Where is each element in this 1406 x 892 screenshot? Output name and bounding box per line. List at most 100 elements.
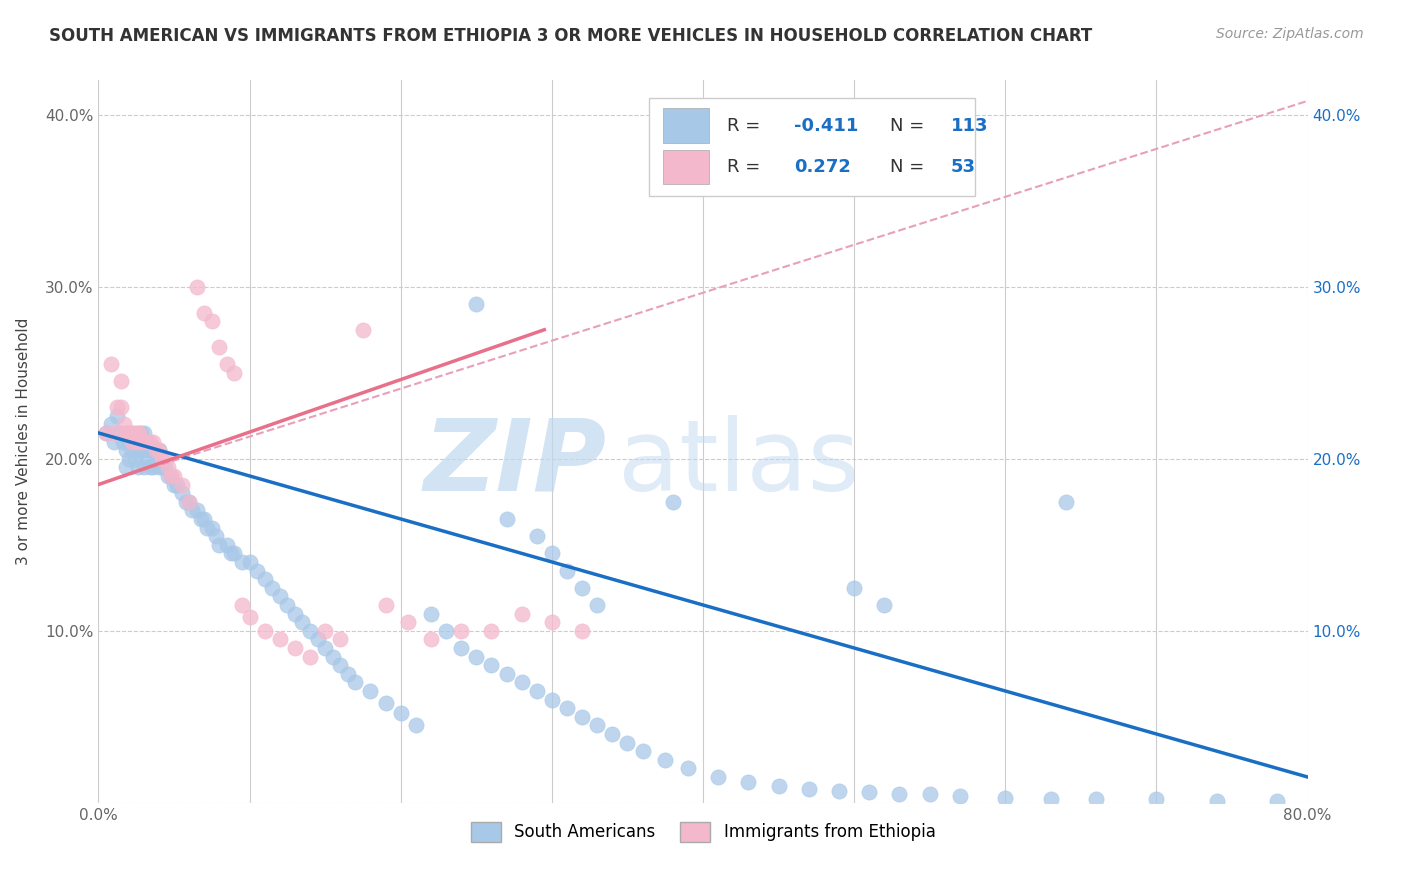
Point: [1054, 494, 1077, 508]
Point: [284, 607, 307, 621]
Point: [918, 787, 941, 801]
Point: [299, 624, 322, 638]
Point: [103, 434, 125, 449]
Point: [221, 546, 243, 560]
Point: [94, 425, 117, 440]
Point: [889, 787, 911, 801]
Point: [124, 451, 146, 466]
Point: [465, 649, 488, 664]
Point: [420, 607, 443, 621]
Point: [307, 632, 329, 647]
Point: [179, 494, 201, 508]
Point: [329, 658, 352, 673]
FancyBboxPatch shape: [664, 109, 709, 143]
Point: [510, 675, 533, 690]
Point: [111, 434, 134, 449]
Point: [420, 632, 443, 647]
Point: [616, 735, 638, 749]
Point: [128, 425, 150, 440]
Point: [105, 409, 128, 423]
Point: [127, 460, 149, 475]
Point: [120, 425, 142, 440]
Point: [139, 460, 162, 475]
Point: [163, 469, 186, 483]
Point: [555, 701, 578, 715]
Point: [193, 512, 215, 526]
Point: [114, 425, 136, 440]
Point: [208, 538, 231, 552]
Point: [139, 434, 162, 449]
Point: [224, 546, 246, 560]
Point: [571, 710, 593, 724]
Point: [186, 279, 208, 293]
Point: [195, 520, 218, 534]
Point: [160, 469, 183, 483]
Point: [844, 581, 866, 595]
Text: -0.411: -0.411: [794, 117, 858, 135]
Point: [450, 624, 472, 638]
Point: [481, 624, 503, 638]
Point: [100, 417, 122, 432]
Point: [299, 649, 322, 664]
Point: [994, 790, 1017, 805]
Point: [148, 443, 170, 458]
Point: [828, 784, 851, 798]
Point: [510, 607, 533, 621]
Point: [118, 425, 141, 440]
Text: Source: ZipAtlas.com: Source: ZipAtlas.com: [1216, 27, 1364, 41]
Point: [215, 357, 238, 371]
Point: [148, 443, 170, 458]
Point: [253, 572, 276, 586]
Point: [114, 443, 136, 458]
Point: [571, 624, 593, 638]
Point: [540, 546, 562, 560]
Point: [631, 744, 654, 758]
FancyBboxPatch shape: [664, 150, 709, 185]
Point: [269, 632, 291, 647]
Point: [284, 640, 307, 655]
Point: [555, 564, 578, 578]
Point: [129, 425, 152, 440]
Point: [170, 486, 193, 500]
Point: [602, 727, 624, 741]
Point: [586, 718, 609, 732]
Point: [135, 434, 157, 449]
Point: [132, 434, 155, 449]
Point: [224, 366, 246, 380]
Point: [654, 753, 676, 767]
Point: [661, 494, 683, 508]
Point: [205, 529, 228, 543]
Point: [389, 706, 412, 721]
FancyBboxPatch shape: [648, 98, 976, 196]
Point: [1085, 792, 1108, 806]
Point: [314, 640, 336, 655]
Point: [132, 443, 155, 458]
Point: [707, 770, 730, 784]
Point: [246, 564, 269, 578]
Text: SOUTH AMERICAN VS IMMIGRANTS FROM ETHIOPIA 3 OR MORE VEHICLES IN HOUSEHOLD CORRE: SOUTH AMERICAN VS IMMIGRANTS FROM ETHIOP…: [49, 27, 1092, 45]
Point: [103, 425, 125, 440]
Point: [797, 782, 820, 797]
Point: [118, 451, 141, 466]
Point: [481, 658, 503, 673]
Text: 113: 113: [950, 117, 988, 135]
Point: [142, 434, 165, 449]
Point: [110, 375, 132, 389]
Point: [676, 761, 699, 775]
Point: [336, 666, 359, 681]
Point: [495, 512, 517, 526]
Point: [231, 598, 253, 612]
Point: [239, 610, 262, 624]
Point: [949, 789, 972, 803]
Point: [269, 590, 291, 604]
Point: [124, 434, 146, 449]
Point: [329, 632, 352, 647]
Point: [135, 434, 157, 449]
Point: [526, 529, 548, 543]
Point: [450, 640, 472, 655]
Point: [170, 477, 193, 491]
Point: [262, 581, 284, 595]
Point: [374, 696, 396, 710]
Point: [201, 314, 224, 328]
Text: N =: N =: [890, 158, 931, 176]
